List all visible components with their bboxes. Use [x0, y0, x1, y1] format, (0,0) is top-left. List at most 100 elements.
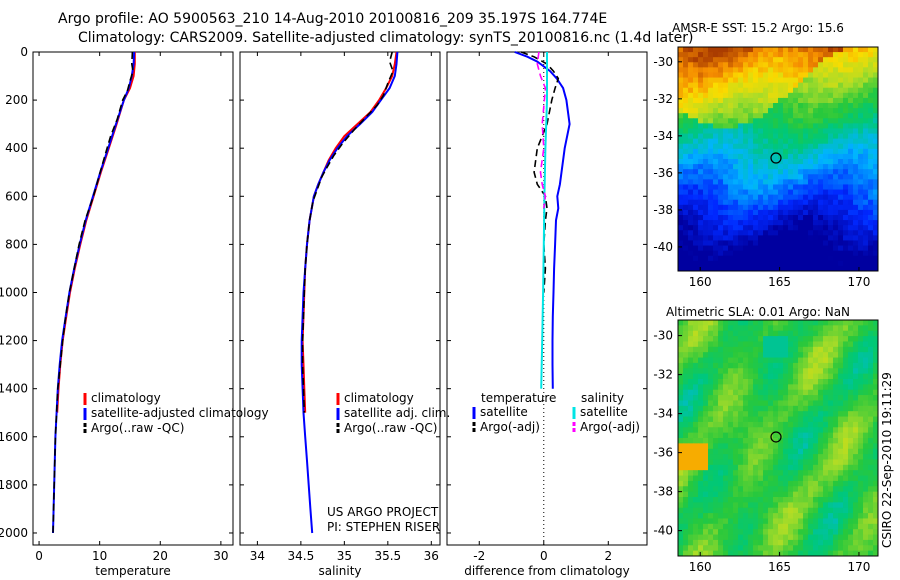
map-cell — [778, 373, 784, 380]
map-cell — [763, 550, 769, 557]
map-cell — [678, 153, 684, 160]
map-cell — [758, 523, 764, 530]
map-cell — [748, 138, 754, 145]
x-tick-label: 34.5 — [288, 549, 315, 563]
map-cell — [838, 138, 844, 145]
map-cell — [753, 138, 759, 145]
map-cell — [858, 325, 864, 332]
map-cell — [793, 265, 799, 272]
map-cell — [768, 189, 774, 196]
map-cell — [688, 77, 694, 84]
map-cell — [683, 103, 689, 109]
map-cell — [803, 92, 809, 99]
map-cell — [788, 427, 794, 434]
map-cell — [678, 443, 684, 450]
map-cell — [743, 480, 749, 487]
map-cell — [733, 133, 739, 140]
map-cell — [848, 179, 854, 185]
map-cell — [683, 245, 689, 252]
map-cell — [753, 169, 759, 175]
map-cell — [863, 113, 869, 119]
map-cell — [853, 336, 859, 342]
map-cell — [798, 97, 804, 104]
map-cell — [748, 209, 754, 216]
map-cell — [708, 260, 714, 267]
map-cell — [758, 411, 764, 418]
map-cell — [798, 357, 804, 364]
map-cell — [788, 352, 794, 359]
map-cell — [843, 475, 849, 482]
map-cell — [783, 384, 789, 391]
map-cell — [723, 250, 729, 257]
map-cell — [818, 320, 824, 326]
map-cell — [848, 164, 854, 170]
x-tick-label: 35.5 — [374, 549, 401, 563]
map-cell — [743, 52, 749, 58]
map-cell — [803, 320, 809, 326]
map-cell — [723, 220, 729, 226]
map-cell — [718, 113, 724, 119]
map-cell — [793, 454, 799, 460]
map-cell — [843, 159, 849, 165]
map-cell — [838, 529, 844, 536]
y-tick-label: 200 — [5, 93, 28, 107]
map-cell — [718, 143, 724, 150]
map-cell — [713, 123, 719, 129]
map-cell — [788, 138, 794, 145]
map-cell — [788, 194, 794, 201]
map-cell — [748, 443, 754, 450]
map-cell — [723, 502, 729, 509]
map-cell — [693, 255, 699, 262]
map-cell — [823, 179, 829, 185]
map-cell — [748, 432, 754, 439]
map-cell — [703, 486, 709, 493]
map-cell — [833, 502, 839, 509]
map-cell — [763, 362, 769, 369]
map-cell — [868, 138, 874, 145]
map-cell — [798, 470, 804, 477]
map-cell — [723, 72, 729, 79]
map-cell — [688, 513, 694, 519]
map-cell — [768, 443, 774, 450]
map-cell — [718, 373, 724, 380]
map-cell — [743, 240, 749, 247]
map-cell — [713, 513, 719, 519]
map-cell — [718, 179, 724, 185]
map-cell — [763, 179, 769, 185]
map-cell — [863, 67, 869, 73]
map-cell — [813, 260, 819, 267]
map-cell — [848, 486, 854, 493]
map-cell — [843, 255, 849, 262]
map-cell — [818, 443, 824, 450]
map-cell — [688, 427, 694, 434]
map-cell — [753, 143, 759, 150]
map-cell — [853, 240, 859, 247]
map-cell — [733, 438, 739, 444]
map-cell — [763, 421, 769, 428]
map-cell — [688, 215, 694, 221]
map-cell — [798, 47, 804, 53]
map-cell — [833, 143, 839, 150]
map-cell — [808, 118, 814, 124]
map-cell — [718, 62, 724, 68]
legend-label: satellite-adjusted climatology — [91, 406, 269, 420]
map-cell — [698, 357, 704, 364]
map-cell — [848, 118, 854, 124]
map-cell — [868, 373, 874, 380]
map-cell — [783, 57, 789, 63]
map-cell — [803, 362, 809, 369]
map-cell — [733, 235, 739, 241]
map-cell — [743, 148, 749, 155]
map-cell — [678, 62, 684, 68]
map-cell — [733, 148, 739, 155]
map-cell — [828, 113, 834, 119]
map-cell — [768, 169, 774, 175]
map-cell — [788, 384, 794, 391]
map-cell — [788, 113, 794, 119]
map-cell — [823, 529, 829, 536]
map-cell — [713, 443, 719, 450]
map-cell — [823, 199, 829, 206]
map-cell — [693, 539, 699, 546]
map-cell — [843, 373, 849, 380]
map-cell — [868, 550, 874, 557]
